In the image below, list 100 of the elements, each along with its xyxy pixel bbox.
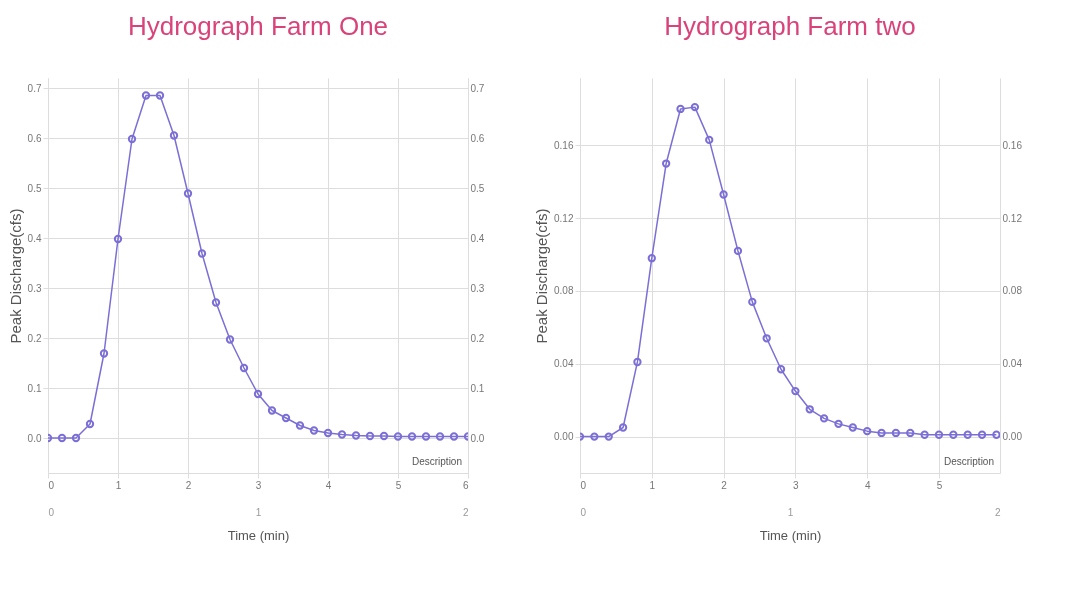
point xyxy=(618,423,628,432)
point xyxy=(676,104,685,114)
x2-tick-label: 2 xyxy=(462,506,469,518)
point xyxy=(891,428,901,438)
annotation: Description xyxy=(943,456,994,467)
x2-tick-label: 1 xyxy=(255,506,262,518)
y2-tick-label: 0.5 xyxy=(470,182,485,194)
point xyxy=(351,431,361,440)
point xyxy=(281,413,291,423)
y2-tick-label: 0.7 xyxy=(470,82,485,94)
point xyxy=(647,254,656,263)
point xyxy=(661,159,671,168)
point xyxy=(863,426,872,436)
y-tick-label: 0.00 xyxy=(554,431,574,443)
annotation: Description xyxy=(411,456,462,467)
point xyxy=(197,249,207,258)
point xyxy=(776,365,786,374)
y-axis-title: Peak Discharge(cfs) xyxy=(6,208,24,344)
point xyxy=(225,335,235,344)
y2-tick-label: 0.04 xyxy=(1002,358,1023,370)
x2-tick-label: 0 xyxy=(580,506,587,518)
y2-tick-label: 0.00 xyxy=(1002,431,1023,443)
chart-title: Hydrograph Farm two xyxy=(664,11,916,41)
x-tick-label: 6 xyxy=(462,479,469,491)
y-tick-label: 0.3 xyxy=(27,282,42,294)
x-tick-label: 2 xyxy=(185,479,192,491)
point xyxy=(57,433,67,443)
point xyxy=(762,334,771,343)
x-tick-label: 1 xyxy=(649,479,656,491)
point xyxy=(239,363,249,373)
point xyxy=(141,91,151,100)
y-tick-label: 0.2 xyxy=(27,332,42,344)
y-tick-label: 0.1 xyxy=(27,382,42,394)
point xyxy=(805,405,814,414)
point xyxy=(435,432,445,441)
point xyxy=(393,432,403,441)
point xyxy=(267,406,277,415)
point xyxy=(253,389,263,399)
y-tick-label: 0.08 xyxy=(554,285,574,297)
y2-tick-label: 0.08 xyxy=(1002,285,1023,297)
y-tick-label: 0.0 xyxy=(27,432,42,444)
point xyxy=(127,134,137,144)
point xyxy=(99,349,109,358)
point xyxy=(949,430,958,439)
x-tick-label: 1 xyxy=(115,479,122,491)
x-tick-label: 5 xyxy=(936,479,943,491)
y2-tick-label: 0.1 xyxy=(470,382,485,394)
point xyxy=(309,426,319,435)
point xyxy=(295,421,305,430)
x-tick-label: 2 xyxy=(721,479,728,491)
point xyxy=(748,297,757,307)
y2-tick-label: 0.16 xyxy=(1002,139,1023,151)
point xyxy=(934,430,944,439)
point xyxy=(906,428,915,438)
point xyxy=(169,131,179,140)
point xyxy=(71,433,81,443)
point xyxy=(449,432,459,441)
y-tick-label: 0.16 xyxy=(554,139,574,151)
point xyxy=(963,430,972,439)
point xyxy=(379,431,389,441)
point xyxy=(690,102,700,112)
point xyxy=(834,419,843,429)
chart-title: Hydrograph Farm One xyxy=(127,11,389,41)
point xyxy=(365,431,375,441)
y-tick-label: 0.12 xyxy=(554,212,574,224)
point xyxy=(791,386,800,396)
y-axis-title: Peak Discharge(cfs) xyxy=(533,208,551,344)
y2-tick-label: 0.4 xyxy=(470,232,485,244)
y2-tick-label: 0.0 xyxy=(470,432,485,444)
point xyxy=(155,91,165,100)
point xyxy=(920,430,929,439)
point xyxy=(705,135,714,145)
x-axis-title: Time (min) xyxy=(759,527,822,543)
point xyxy=(633,357,642,367)
point xyxy=(211,298,221,307)
point xyxy=(590,432,599,441)
y2-tick-label: 0.3 xyxy=(470,282,485,294)
point xyxy=(85,419,95,429)
point xyxy=(719,190,728,199)
y2-tick-label: 0.12 xyxy=(1002,212,1023,224)
x2-tick-label: 1 xyxy=(787,506,794,518)
x-tick-label: 0 xyxy=(48,479,55,491)
point xyxy=(877,428,886,438)
y-tick-label: 0.6 xyxy=(27,132,42,144)
y2-tick-label: 0.2 xyxy=(470,332,485,344)
point xyxy=(604,432,613,441)
point xyxy=(977,430,987,439)
y-tick-label: 0.04 xyxy=(554,358,574,370)
point xyxy=(819,414,829,423)
point xyxy=(337,430,347,439)
x2-tick-label: 0 xyxy=(48,506,55,518)
x-tick-label: 4 xyxy=(325,479,332,491)
point xyxy=(113,234,123,244)
point xyxy=(183,189,193,198)
point xyxy=(848,423,857,432)
y-tick-label: 0.4 xyxy=(27,232,42,244)
point xyxy=(323,428,333,438)
y-tick-label: 0.7 xyxy=(27,82,42,94)
point xyxy=(733,246,743,256)
y2-tick-label: 0.6 xyxy=(470,132,485,144)
